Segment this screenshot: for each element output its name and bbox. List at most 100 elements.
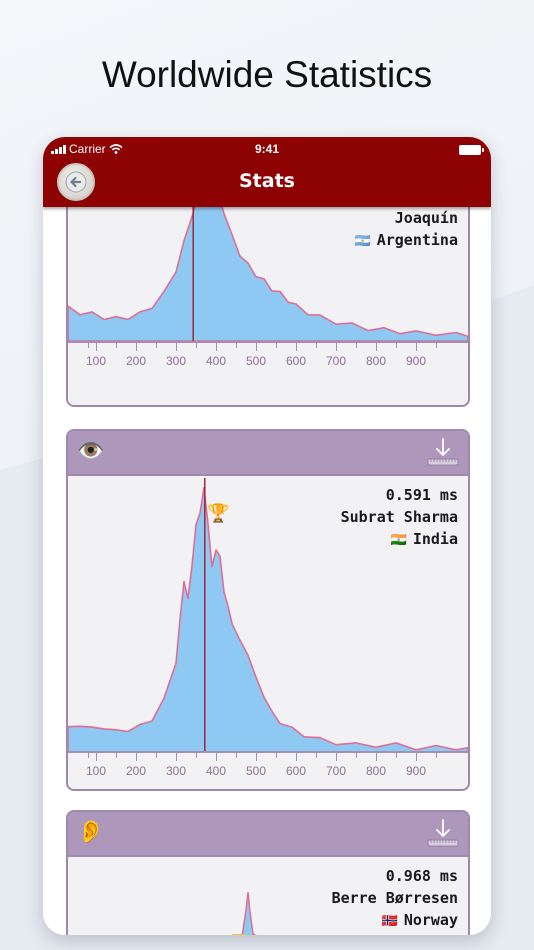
x-tick-label: 200	[125, 764, 147, 778]
battery-icon	[459, 145, 484, 155]
x-tick-label: 600	[285, 354, 307, 368]
x-tick-mark	[336, 343, 337, 351]
nav-bar: Carrier 9:41 Stats	[43, 137, 491, 207]
x-tick-label: 200	[125, 354, 147, 368]
record-country: 🇦🇷 Argentina	[355, 229, 458, 253]
x-tick-label: 500	[245, 764, 267, 778]
record-country-name: Argentina	[376, 231, 458, 249]
record-holder-name: Joaquín	[394, 209, 458, 227]
flag-icon: 🇦🇷	[354, 234, 371, 249]
download-icon[interactable]	[426, 435, 460, 469]
x-minor-tick	[156, 343, 157, 348]
x-minor-tick	[116, 343, 117, 348]
distribution-chart	[68, 478, 468, 753]
record-holder-name: Berre Børresen	[331, 889, 458, 907]
record-value: 0.968 ms	[385, 867, 458, 885]
x-tick-mark	[96, 753, 97, 761]
x-minor-tick	[316, 753, 317, 758]
x-minor-tick	[88, 753, 89, 758]
carrier-label: Carrier	[69, 142, 106, 156]
x-minor-tick	[236, 343, 237, 348]
page-headline: Worldwide Statistics	[101, 54, 433, 95]
x-tick-mark	[216, 753, 217, 761]
record-country: 🇮🇳 India	[341, 528, 458, 552]
x-minor-tick	[436, 343, 437, 348]
x-tick-label: 300	[165, 764, 187, 778]
distribution-area	[68, 487, 468, 753]
x-tick-mark	[296, 753, 297, 761]
x-minor-tick	[88, 343, 89, 348]
x-tick-label: 900	[405, 764, 427, 778]
status-bar: Carrier 9:41	[43, 140, 491, 160]
x-tick-label: 100	[85, 764, 107, 778]
x-minor-tick	[196, 753, 197, 758]
arrow-left-icon	[65, 171, 87, 193]
ear-icon: 👂	[77, 820, 105, 845]
flag-icon: 🇮🇳	[390, 533, 407, 548]
x-axis: 100 200 300 400 500 600 700 800 900	[68, 751, 468, 785]
record-country: 🇳🇴 Norway	[332, 909, 458, 933]
record-info: Joaquín 🇦🇷 Argentina	[355, 207, 458, 253]
record-country-name: Norway	[403, 911, 458, 929]
x-tick-label: 600	[285, 764, 307, 778]
x-minor-tick	[156, 753, 157, 758]
record-value: 0.591 ms	[385, 486, 458, 504]
x-tick-mark	[416, 753, 417, 761]
x-minor-tick	[356, 343, 357, 348]
flag-icon: 🇳🇴	[381, 914, 398, 929]
x-tick-label: 700	[325, 354, 347, 368]
x-tick-mark	[336, 753, 337, 761]
distribution-area	[68, 207, 468, 341]
x-tick-mark	[416, 343, 417, 351]
x-tick-mark	[176, 343, 177, 351]
back-button[interactable]	[57, 163, 95, 201]
download-icon[interactable]	[426, 816, 460, 850]
record-holder-name: Subrat Sharma	[340, 508, 458, 526]
x-tick-mark	[376, 753, 377, 761]
stats-card: 👂 0.968 ms Berre Børresen 🇳🇴 Norway	[66, 810, 470, 935]
x-tick-label: 700	[325, 764, 347, 778]
x-minor-tick	[276, 343, 277, 348]
stats-card: 👁️ 0.591 ms Subrat Sharma 🇮🇳 India 🏆 100 2…	[66, 429, 470, 791]
x-tick-label: 400	[205, 764, 227, 778]
x-tick-mark	[216, 343, 217, 351]
x-tick-mark	[256, 343, 257, 351]
x-minor-tick	[396, 753, 397, 758]
x-minor-tick	[396, 343, 397, 348]
stats-scroll-view[interactable]: Joaquín 🇦🇷 Argentina 100 200 300 400 500 600 70…	[43, 207, 491, 935]
x-tick-mark	[136, 753, 137, 761]
x-tick-label: 300	[165, 354, 187, 368]
distribution-chart-peak	[232, 891, 257, 935]
x-tick-label: 800	[365, 764, 387, 778]
x-minor-tick	[196, 343, 197, 348]
x-minor-tick	[116, 753, 117, 758]
card-header: 👂	[68, 812, 468, 857]
carrier-indicator: Carrier	[51, 142, 123, 156]
wifi-icon	[109, 144, 123, 154]
x-tick-label: 500	[245, 354, 267, 368]
signal-icon	[51, 144, 66, 154]
x-tick-label: 100	[85, 354, 107, 368]
record-country-name: India	[412, 530, 458, 548]
x-tick-mark	[136, 343, 137, 351]
x-minor-tick	[436, 753, 437, 758]
phone-frame: Carrier 9:41 Stats Joaquín 🇦🇷 Argentina 1…	[43, 137, 491, 935]
x-tick-label: 800	[365, 354, 387, 368]
x-axis: 100 200 300 400 500 600 700 800 900	[68, 341, 468, 375]
x-tick-mark	[296, 343, 297, 351]
x-tick-mark	[96, 343, 97, 351]
distribution-chart	[68, 207, 468, 341]
x-tick-label: 900	[405, 354, 427, 368]
record-info: 0.968 ms Berre Børresen 🇳🇴 Norway	[332, 865, 458, 933]
x-minor-tick	[276, 753, 277, 758]
x-minor-tick	[236, 753, 237, 758]
x-tick-mark	[256, 753, 257, 761]
status-time: 9:41	[254, 142, 280, 156]
x-tick-mark	[176, 753, 177, 761]
stats-card: Joaquín 🇦🇷 Argentina 100 200 300 400 500 600 70…	[66, 207, 470, 407]
eye-icon: 👁️	[77, 439, 105, 464]
x-tick-mark	[376, 343, 377, 351]
nav-title: Stats	[239, 170, 295, 192]
card-header: 👁️	[68, 431, 468, 476]
x-tick-label: 400	[205, 354, 227, 368]
